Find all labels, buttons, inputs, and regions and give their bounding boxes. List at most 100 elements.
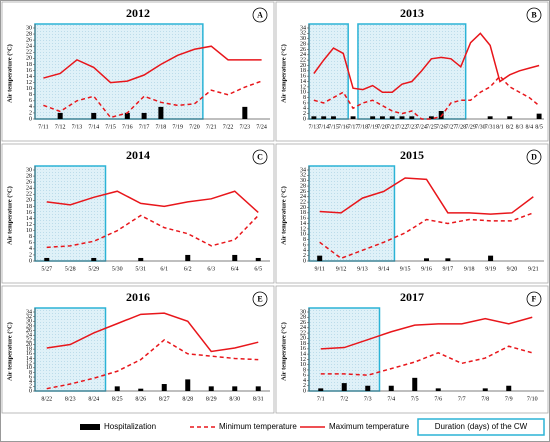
y-tick-label: 8: [303, 95, 306, 101]
hospitalization-bar: [185, 254, 191, 261]
y-tick-label: 10: [26, 228, 32, 234]
panel-badge: [526, 291, 542, 307]
y-tick-label: 22: [300, 199, 306, 205]
x-tick-label: 7/13: [309, 124, 320, 130]
panel-border: [1, 143, 275, 284]
panel-badge: [252, 7, 268, 23]
cw-region: [34, 165, 107, 262]
x-tick-label: 7/15: [328, 124, 339, 130]
y-tick-label: 24: [300, 52, 306, 58]
y-tick-label: 16: [26, 68, 32, 74]
y-tick-label: 26: [300, 189, 306, 195]
legend-label: Minimum temperature: [219, 422, 297, 431]
y-tick-label: 24: [26, 44, 32, 50]
hospitalization-bar: [424, 258, 429, 261]
x-tick-label: 7/18: [358, 124, 369, 130]
y-tick-label: 20: [26, 56, 32, 62]
y-tick-label: 10: [300, 232, 306, 238]
y-tick-label: 14: [300, 221, 306, 227]
max-temp-line: [43, 45, 262, 84]
y-tick-label: 34: [300, 25, 306, 31]
y-tick-label: 20: [300, 205, 306, 211]
x-tick-label: 5/30: [112, 266, 123, 272]
min-temp-line: [43, 80, 262, 119]
panel-badge: [252, 149, 268, 165]
x-tick-label: 5/31: [135, 266, 146, 272]
x-tick-label: 7/28: [455, 124, 466, 130]
y-tick-label: 4: [303, 378, 306, 384]
cw-region: [34, 23, 204, 120]
x-tick-label: 7/3: [364, 396, 372, 402]
y-tick-label: 12: [26, 360, 32, 366]
hospitalization-bar: [44, 257, 50, 261]
hospitalization-bar: [341, 383, 347, 391]
hospitalization-bar: [379, 116, 385, 119]
x-tick-label: 8/27: [159, 396, 170, 402]
max-temp-line: [319, 177, 534, 215]
y-tick-label: 28: [26, 173, 32, 179]
y-tick-label: 28: [300, 41, 306, 47]
x-tick-label: 8/25: [112, 396, 123, 402]
x-tick-label: 8/29: [206, 396, 217, 402]
panel-border: [275, 285, 549, 414]
x-tick-label: 7/25: [426, 124, 437, 130]
y-tick-label: 14: [26, 216, 32, 222]
x-tick-label: 8/28: [182, 396, 193, 402]
y-tick-label: 8: [29, 92, 32, 98]
panel-title: 2014: [126, 148, 150, 162]
y-tick-label: 0: [303, 388, 306, 394]
x-tick-label: 9/15: [400, 266, 411, 272]
hospitalization-bar: [482, 388, 488, 391]
x-tick-label: 9/18: [464, 266, 475, 272]
panel-badge: [252, 291, 268, 307]
y-tick-label: 28: [26, 323, 32, 329]
x-tick-label: 7/15: [105, 124, 116, 130]
y-tick-label: 6: [303, 242, 306, 248]
y-tick-label: 32: [26, 314, 32, 320]
y-axis-label: Air temperature (°C): [280, 322, 287, 381]
hospitalization-bar: [124, 112, 130, 119]
y-tick-label: 10: [300, 90, 306, 96]
x-tick-label: 7/23: [239, 124, 250, 130]
x-tick-label: 7/16: [338, 124, 349, 130]
x-tick-label: 9/16: [421, 266, 432, 272]
x-tick-label: 7/17: [139, 124, 150, 130]
min-temp-line: [46, 214, 259, 249]
x-tick-label: 7/29: [465, 124, 476, 130]
legend-label: Duration (days) of the CW: [435, 422, 528, 431]
y-tick-label: 22: [26, 192, 32, 198]
y-tick-label: 34: [300, 167, 306, 173]
x-tick-label: 7/13: [72, 124, 83, 130]
min-temp-line: [319, 212, 534, 260]
hospitalization-bar: [242, 106, 248, 119]
x-tick-label: 7/8: [481, 396, 489, 402]
y-tick-label: 18: [300, 210, 306, 216]
y-tick-label: 18: [300, 341, 306, 347]
min-temp-line: [320, 345, 533, 376]
y-tick-label: 2: [29, 110, 32, 116]
x-tick-label: 7/14: [318, 124, 329, 130]
hospitalization-bar: [389, 116, 395, 119]
x-tick-label: 7/19: [367, 124, 378, 130]
max-temp-line: [320, 316, 533, 350]
hospitalization-bar: [141, 112, 147, 119]
x-tick-label: 8/24: [88, 396, 99, 402]
panel-title: 2013: [400, 6, 424, 20]
x-tick-label: 7/24: [256, 124, 267, 130]
y-tick-label: 2: [303, 111, 306, 117]
legend-swatch-cw: [417, 418, 545, 436]
y-tick-label: 2: [29, 384, 32, 390]
hospitalization-bar: [445, 258, 451, 261]
y-tick-label: 16: [300, 346, 306, 352]
y-tick-label: 12: [26, 80, 32, 86]
y-tick-label: 28: [26, 31, 32, 37]
max-temp-line: [46, 190, 259, 214]
hospitalization-bar: [428, 116, 434, 119]
x-tick-label: 7/14: [88, 124, 99, 130]
x-tick-label: 7/23: [406, 124, 417, 130]
x-tick-label: 8/31: [253, 396, 264, 402]
hospitalization-bar: [350, 116, 356, 119]
hospitalization-bar: [331, 116, 336, 119]
hospitalization-bar: [370, 116, 376, 119]
max-temp-line: [46, 312, 259, 353]
